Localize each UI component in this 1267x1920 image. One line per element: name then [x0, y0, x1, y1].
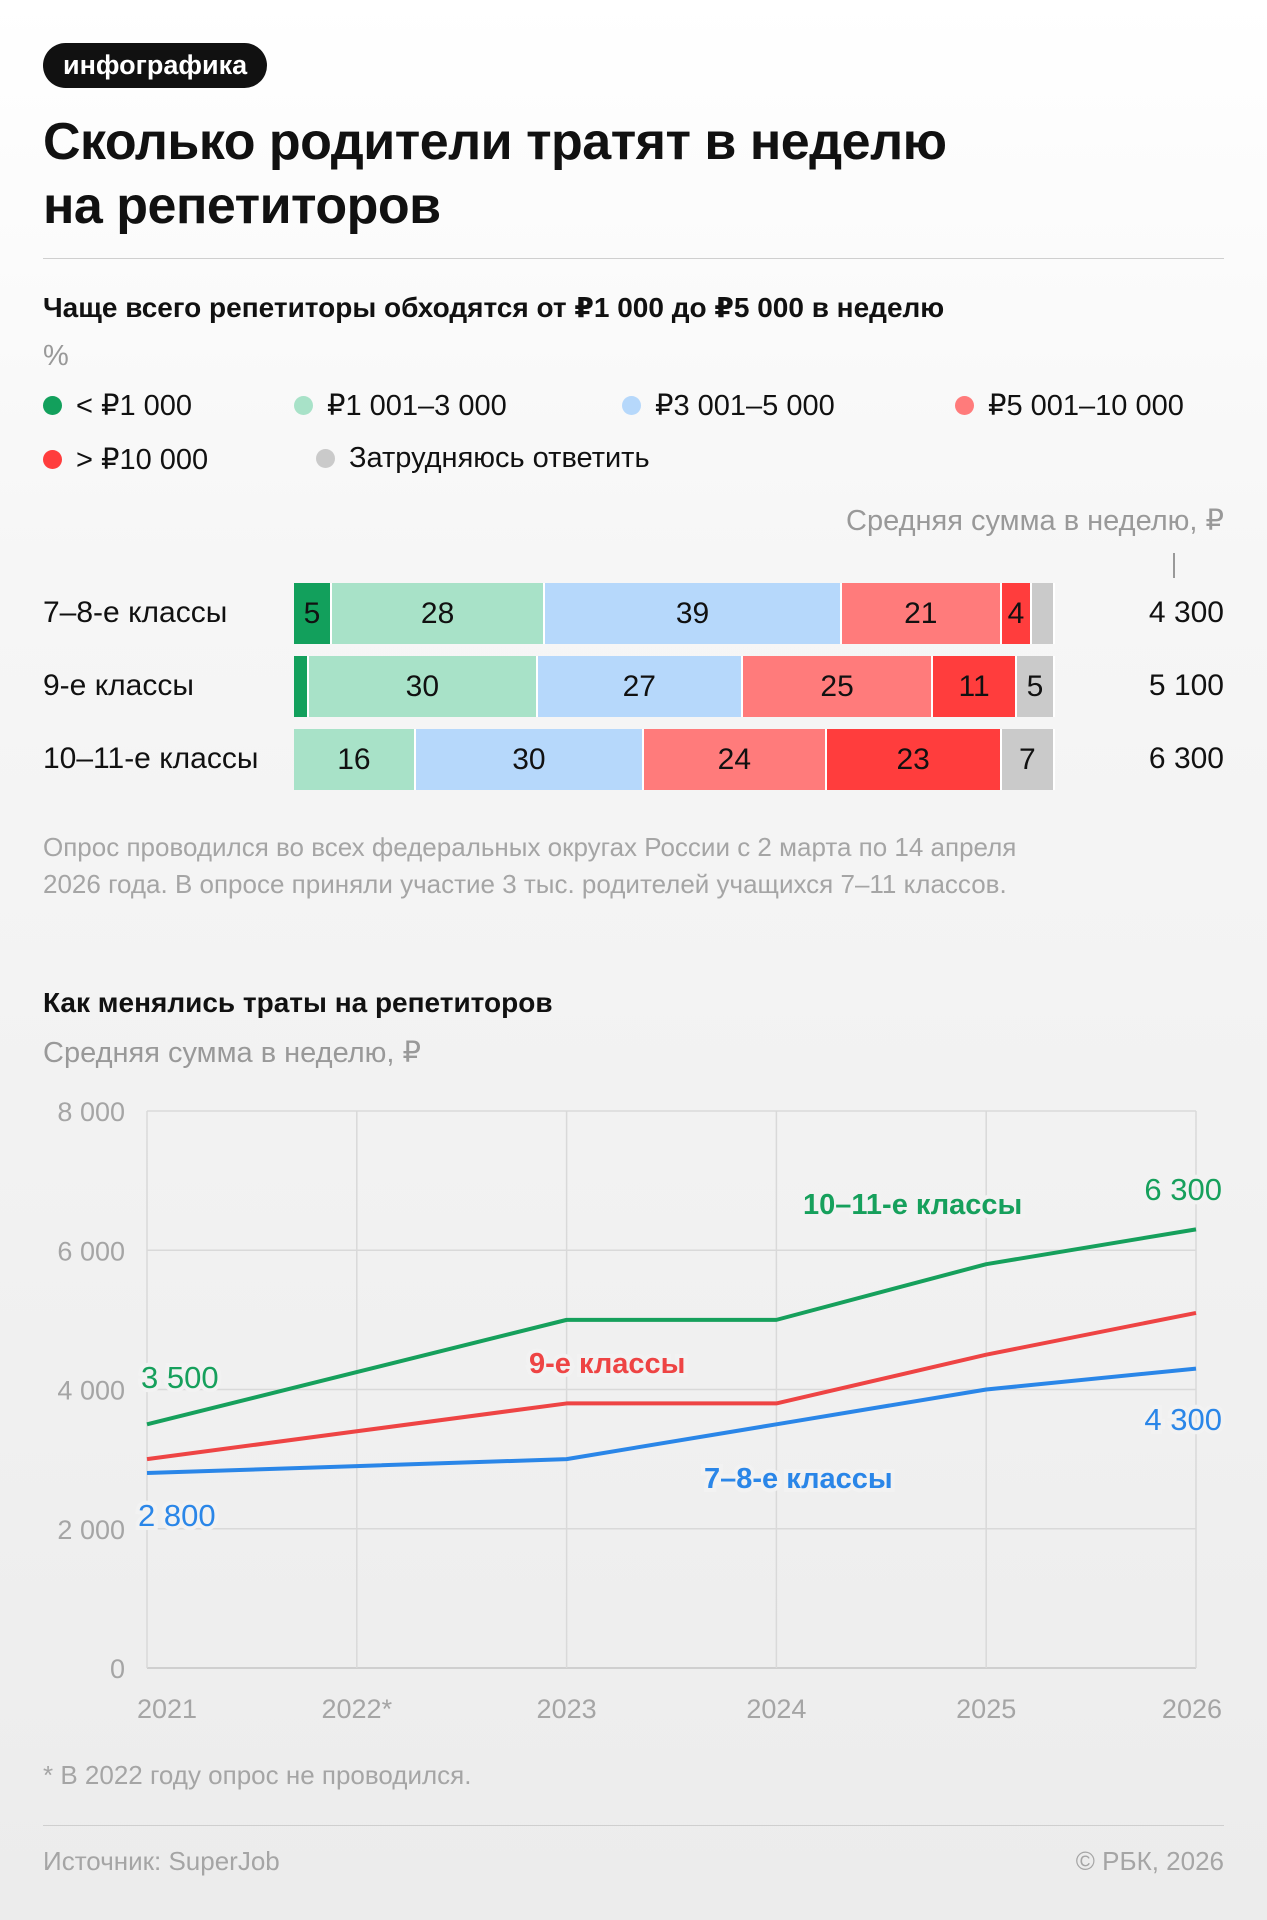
note-line: Опрос проводился во всех федеральных окр…	[43, 832, 1017, 862]
bar-segment: 11	[933, 656, 1017, 717]
legend-dot-icon	[43, 450, 62, 469]
divider	[43, 1825, 1224, 1826]
bar-row-label: 7–8-е классы	[43, 596, 228, 629]
bar-segment: 30	[415, 729, 645, 790]
stacked-bar: 30 27 25 11 5	[294, 656, 1055, 717]
line-chart: 0 2 000 4 000 6 000 8 000 2021 2022* 2023 2024 20…	[57, 1097, 1226, 1724]
series-line	[146, 1227, 1197, 1427]
avg-tick	[1173, 553, 1175, 578]
series-label: 10–11-е классы	[803, 1189, 1022, 1221]
avg-column-label: Средняя сумма в неделю, ₽	[846, 505, 1224, 537]
legend-dot-icon	[316, 449, 335, 468]
end-value-label: 4 300	[1144, 1402, 1222, 1437]
series-line	[146, 1366, 1197, 1476]
start-value-label: 2 800	[138, 1498, 216, 1533]
category-badge: инфографика	[43, 43, 268, 88]
x-tick-label: 2026	[1162, 1694, 1222, 1724]
x-tick-label: 2021	[137, 1694, 197, 1724]
bar-segment: 27	[537, 656, 743, 717]
legend-label: Затрудняюсь ответить	[349, 442, 650, 474]
unit-label: %	[43, 340, 69, 372]
bar-segment: 4	[1001, 583, 1033, 644]
avg-value: 6 300	[1148, 742, 1224, 775]
page-title: Сколько родители тратят в неделю на репе…	[43, 110, 947, 238]
y-tick-label: 6 000	[57, 1236, 125, 1266]
title-line: на репетиторов	[43, 177, 441, 235]
survey-note: Опрос проводился во всех федеральных окр…	[43, 829, 1016, 903]
legend-label: > ₽10 000	[76, 444, 209, 476]
bar-segment: 23	[826, 729, 1002, 790]
copyright: © РБК, 2026	[1075, 1846, 1224, 1876]
legend-dot-icon	[622, 396, 641, 415]
bar-segment: 5	[294, 583, 333, 644]
x-tick-label: 2024	[746, 1694, 806, 1724]
avg-value: 5 100	[1148, 669, 1224, 702]
line-chart-title: Как менялись траты на репетиторов	[43, 987, 553, 1018]
bar-segment	[294, 656, 310, 717]
legend-item: < ₽1 000	[43, 388, 192, 423]
x-tick-label: 2023	[537, 1694, 597, 1724]
bar-segment	[1032, 583, 1055, 644]
y-tick-label: 0	[110, 1654, 125, 1684]
y-tick-label: 8 000	[57, 1097, 125, 1127]
series-label: 9-е классы	[529, 1348, 685, 1380]
legend-item: Затрудняюсь ответить	[316, 442, 650, 475]
divider	[43, 258, 1224, 259]
bar-segment: 28	[332, 583, 546, 644]
legend-label: ₽1 001–3 000	[327, 390, 507, 422]
legend-dot-icon	[955, 396, 974, 415]
legend-dot-icon	[294, 396, 313, 415]
series-label: 7–8-е классы	[704, 1463, 893, 1495]
source: Источник: SuperJob	[43, 1846, 280, 1876]
series-line	[146, 1310, 1197, 1462]
bar-segment: 16	[294, 729, 416, 790]
bar-row-label: 9-е классы	[43, 669, 194, 702]
bar-segment: 5	[1016, 656, 1055, 717]
bar-segment: 25	[742, 656, 934, 717]
start-value-label: 3 500	[141, 1360, 219, 1395]
bar-row-label: 10–11-е классы	[43, 742, 259, 775]
end-value-label: 6 300	[1144, 1172, 1222, 1207]
y-tick-label: 2 000	[57, 1515, 125, 1545]
stacked-bar: 5 28 39 21 4	[294, 583, 1055, 644]
bar-chart-title: Чаще всего репетиторы обходятся от ₽1 00…	[43, 292, 945, 323]
avg-value: 4 300	[1148, 596, 1224, 629]
title-line: Сколько родители тратят в неделю	[43, 113, 947, 171]
footnote: * В 2022 году опрос не проводился.	[43, 1760, 472, 1790]
stacked-bar: 16 30 24 23 7	[294, 729, 1055, 790]
legend-item: ₽5 001–10 000	[955, 388, 1184, 423]
y-tick-label: 4 000	[57, 1376, 125, 1406]
bar-segment: 21	[841, 583, 1002, 644]
legend-item: ₽3 001–5 000	[622, 388, 835, 423]
bar-segment: 39	[545, 583, 842, 644]
x-tick-label: 2025	[956, 1694, 1016, 1724]
x-tick-label: 2022*	[322, 1694, 393, 1724]
line-chart-subtitle: Средняя сумма в неделю, ₽	[43, 1037, 421, 1069]
bar-segment: 24	[644, 729, 827, 790]
legend-item: ₽1 001–3 000	[294, 388, 507, 423]
bar-segment: 30	[309, 656, 538, 717]
legend-label: ₽3 001–5 000	[655, 390, 835, 422]
legend-label: < ₽1 000	[76, 390, 193, 422]
note-line: 2026 года. В опросе приняли участие 3 ты…	[43, 869, 1007, 899]
legend-label: ₽5 001–10 000	[988, 390, 1184, 422]
legend-dot-icon	[43, 396, 62, 415]
bar-segment: 7	[1001, 729, 1055, 790]
legend-item: > ₽10 000	[43, 442, 208, 477]
